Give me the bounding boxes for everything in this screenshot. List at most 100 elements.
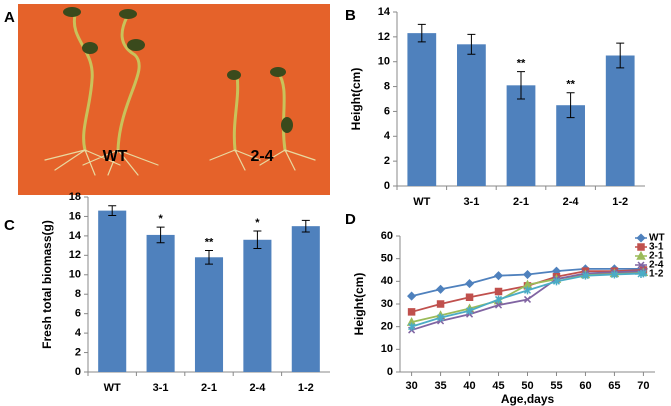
y-tick-label: 30 xyxy=(381,298,393,310)
y-tick-label: 0 xyxy=(75,366,81,378)
y-tick-label: 10 xyxy=(381,343,393,355)
x-tick-label: 1-2 xyxy=(298,382,314,394)
marker xyxy=(493,271,504,281)
y-tick-label: 0 xyxy=(384,180,390,192)
x-tick-label: 40 xyxy=(463,380,475,392)
photo-label: 2-4 xyxy=(250,148,273,165)
panel-label: C xyxy=(4,217,15,234)
marker xyxy=(610,270,618,279)
marker xyxy=(407,291,417,301)
y-tick-label: 12 xyxy=(69,249,81,261)
x-axis-label: Age,days xyxy=(501,392,555,406)
significance-label: ** xyxy=(566,79,575,91)
error-bar xyxy=(517,71,525,100)
marker xyxy=(436,284,446,294)
y-axis-label: Fresh total biomass(g) xyxy=(40,220,54,349)
photo-background xyxy=(18,4,330,195)
y-tick-label: 12 xyxy=(378,31,390,43)
marker xyxy=(436,300,445,308)
y-tick-label: 2 xyxy=(384,155,390,167)
legend-label: 3-1 xyxy=(649,242,664,253)
error-bar xyxy=(108,205,117,216)
y-tick-label: 18 xyxy=(69,191,81,203)
legend-label: WT xyxy=(649,233,665,244)
x-tick-label: 30 xyxy=(405,380,417,392)
y-tick-label: 50 xyxy=(381,253,393,265)
marker xyxy=(523,286,532,295)
marker xyxy=(494,295,503,304)
y-tick-label: 6 xyxy=(75,308,81,320)
marker xyxy=(466,306,474,315)
significance-label: * xyxy=(255,217,260,229)
seedlings xyxy=(44,13,316,176)
error-bar xyxy=(156,226,165,244)
x-tick-label: 2-1 xyxy=(513,196,529,208)
y-tick-label: 2 xyxy=(75,346,81,358)
panel-label: A xyxy=(4,9,15,26)
marker xyxy=(552,277,561,286)
x-tick-label: WT xyxy=(104,382,121,394)
bar xyxy=(605,55,635,186)
bar xyxy=(243,239,272,372)
bar xyxy=(146,234,175,372)
significance-label: ** xyxy=(517,58,526,70)
error-bar xyxy=(205,249,213,265)
x-tick-label: WT xyxy=(413,196,430,208)
bar xyxy=(194,257,224,372)
legend-marker xyxy=(636,250,646,260)
marker xyxy=(494,301,503,309)
marker xyxy=(522,269,533,280)
bar xyxy=(98,210,127,372)
x-tick-label: 3-1 xyxy=(463,196,479,208)
legend-label: 1-2 xyxy=(649,269,664,280)
y-axis-label: Height(cm) xyxy=(349,68,363,131)
x-tick-label: 65 xyxy=(608,380,620,392)
marker xyxy=(407,308,416,316)
y-tick-label: 10 xyxy=(69,269,81,281)
x-tick-label: 2-4 xyxy=(249,382,266,394)
marker xyxy=(523,295,532,303)
x-tick-label: 2-4 xyxy=(563,196,580,208)
y-tick-label: 8 xyxy=(75,288,81,300)
y-tick-label: 10 xyxy=(378,56,390,68)
significance-label: ** xyxy=(205,236,214,248)
significance-label: * xyxy=(158,213,163,225)
error-bar xyxy=(253,230,262,250)
legend-label: 2-1 xyxy=(649,251,664,262)
x-tick-label: 35 xyxy=(434,380,446,392)
y-tick-label: 20 xyxy=(381,321,393,333)
x-tick-label: 55 xyxy=(550,380,562,392)
legend-marker xyxy=(637,243,645,251)
x-tick-label: 50 xyxy=(521,380,533,392)
marker xyxy=(437,313,445,322)
y-tick-label: 16 xyxy=(69,210,81,222)
panel-label: D xyxy=(345,211,356,228)
bar xyxy=(506,85,536,186)
y-tick-label: 14 xyxy=(378,6,391,18)
bar xyxy=(291,226,320,372)
x-tick-label: 1-2 xyxy=(612,196,628,208)
bar xyxy=(407,33,437,186)
y-tick-label: 6 xyxy=(384,105,390,117)
marker xyxy=(408,322,416,331)
legend-label: 2-4 xyxy=(649,260,664,271)
error-bar xyxy=(417,23,426,43)
x-tick-label: 60 xyxy=(579,380,591,392)
x-tick-label: 45 xyxy=(492,380,504,392)
y-tick-label: 0 xyxy=(387,366,393,378)
legend-marker xyxy=(637,270,645,278)
y-tick-label: 4 xyxy=(75,327,82,339)
photo-label: WT xyxy=(103,148,128,165)
y-tick-label: 4 xyxy=(384,130,391,142)
legend-marker xyxy=(636,233,646,243)
x-tick-label: 70 xyxy=(637,380,649,392)
marker xyxy=(465,293,474,301)
x-tick-label: 2-1 xyxy=(201,382,217,394)
y-tick-label: 60 xyxy=(381,230,393,242)
legend-marker xyxy=(637,261,645,269)
y-tick-label: 14 xyxy=(69,230,82,242)
x-tick-label: 3-1 xyxy=(153,382,169,394)
bar xyxy=(556,105,585,186)
error-bar xyxy=(467,33,476,55)
